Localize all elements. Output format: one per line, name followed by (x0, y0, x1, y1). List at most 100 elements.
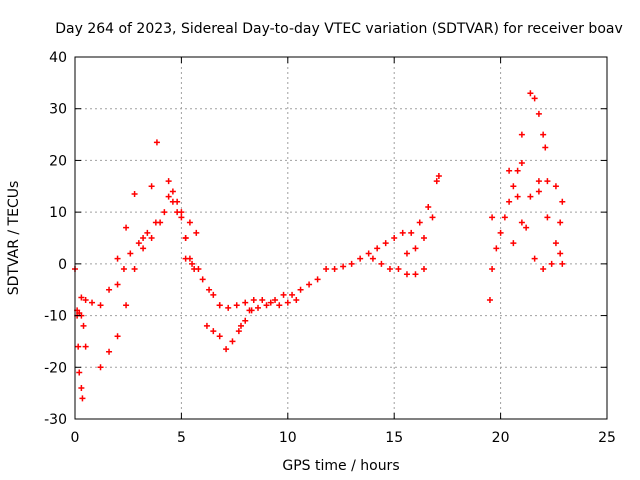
data-point-marker (76, 369, 83, 376)
data-point-marker (144, 229, 151, 236)
y-tick-label: 30 (49, 102, 67, 118)
data-point-marker (544, 178, 551, 185)
data-point-marker (114, 333, 121, 340)
data-point-marker (82, 297, 89, 304)
data-point-marker (174, 209, 181, 216)
x-tick-label: 10 (279, 430, 297, 446)
y-tick-label: 10 (49, 205, 67, 221)
data-point-marker (229, 338, 236, 345)
data-point-marker (276, 302, 283, 309)
data-point-marker (131, 191, 138, 198)
data-point-marker (518, 219, 525, 226)
data-point-marker (148, 183, 155, 190)
data-point-marker (106, 286, 113, 293)
data-point-marker (280, 291, 287, 298)
data-point-marker (531, 255, 538, 262)
data-point-marker (420, 266, 427, 273)
y-tick-label: 0 (58, 257, 67, 273)
data-point-marker (514, 193, 521, 200)
data-point-marker (223, 346, 230, 353)
data-point-marker (97, 364, 104, 371)
data-point-marker (161, 209, 168, 216)
data-point-marker (542, 144, 549, 151)
data-point-marker (203, 322, 210, 329)
y-tick-label: -10 (44, 309, 67, 325)
data-point-marker (340, 263, 347, 270)
data-point-marker (174, 198, 181, 205)
data-point-marker (165, 193, 172, 200)
data-point-marker (78, 294, 85, 301)
data-point-marker (75, 343, 82, 350)
data-point-marker (259, 297, 266, 304)
data-point-marker (369, 255, 376, 262)
data-point-marker (140, 235, 147, 241)
y-tick-label: -30 (44, 412, 67, 428)
data-point-marker (272, 297, 279, 304)
data-point-marker (540, 266, 547, 273)
data-point-marker (412, 271, 419, 278)
data-point-marker (403, 271, 410, 278)
data-point-marker (416, 219, 423, 226)
data-point-marker (506, 198, 513, 205)
data-point-marker (331, 266, 338, 273)
data-point-marker (540, 131, 547, 138)
data-point-marker (552, 183, 559, 190)
data-point-marker (169, 188, 176, 195)
data-point-marker (284, 299, 291, 306)
x-tick-label: 25 (598, 430, 616, 446)
data-point-marker (255, 304, 262, 311)
data-point-marker (489, 266, 496, 273)
plot-frame (74, 56, 608, 420)
data-point-marker (242, 317, 249, 324)
data-point-marker (297, 286, 304, 293)
data-point-marker (382, 240, 389, 247)
data-point-marker (527, 193, 534, 200)
data-point-marker (178, 214, 185, 221)
data-point-marker (235, 328, 242, 335)
data-point-marker (506, 167, 513, 174)
data-point-marker (237, 322, 244, 329)
y-tick-label: -20 (44, 360, 67, 376)
data-point-marker (80, 322, 87, 329)
data-point-marker (216, 302, 223, 309)
data-point-marker (165, 178, 172, 185)
data-point-marker (153, 139, 160, 146)
data-point-marker (518, 131, 525, 138)
y-axis-ticks: -30 -20 -10 0 10 20 30 40 (44, 50, 607, 428)
data-point-marker (106, 348, 113, 355)
data-point-marker (89, 299, 96, 306)
data-point-marker (514, 167, 521, 174)
data-point-marker (186, 219, 193, 226)
data-point-marker (193, 229, 200, 236)
data-point-marker (306, 281, 313, 288)
y-tick-label: 40 (49, 50, 67, 66)
data-point-marker (548, 260, 555, 267)
grid-lines (75, 57, 607, 419)
data-point-marker (552, 240, 559, 247)
data-point-marker (82, 343, 89, 350)
data-point-marker (114, 255, 121, 262)
data-point-marker (365, 250, 372, 257)
x-axis-ticks: 0 5 10 15 20 25 (71, 57, 616, 446)
data-point-marker (314, 276, 321, 283)
data-point-marker (501, 214, 508, 221)
chart-title: Day 264 of 2023, Sidereal Day-to-day VTE… (55, 21, 623, 37)
data-point-marker (433, 178, 440, 185)
x-axis-label: GPS time / hours (282, 458, 399, 474)
data-point-marker (127, 250, 134, 257)
data-point-marker (531, 95, 538, 102)
data-point-marker (242, 299, 249, 306)
data-point-marker (78, 384, 85, 391)
data-point-marker (510, 240, 517, 247)
data-point-marker (148, 235, 155, 241)
data-point-marker (206, 286, 213, 293)
data-point-marker (429, 214, 436, 221)
data-point-marker (323, 266, 330, 273)
data-point-marker (559, 198, 566, 205)
data-point-marker (97, 302, 104, 309)
data-point-marker (131, 266, 138, 273)
data-point-marker (182, 235, 189, 241)
data-point-marker (210, 328, 217, 335)
data-point-marker (403, 250, 410, 257)
